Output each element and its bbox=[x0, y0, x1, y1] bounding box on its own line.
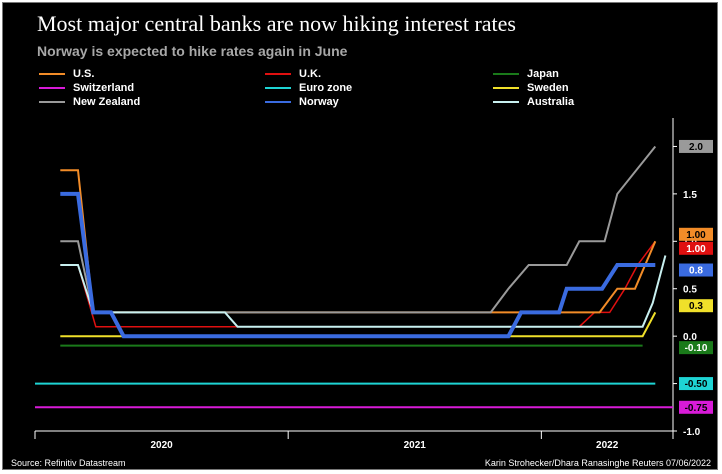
series-line-norway bbox=[60, 191, 656, 339]
legend-swatch bbox=[39, 73, 65, 75]
x-tick-label: 2021 bbox=[404, 440, 427, 451]
y-tick-label: 0.5 bbox=[683, 285, 697, 296]
legend-label: New Zealand bbox=[73, 96, 141, 108]
end-label-box-u-k bbox=[679, 241, 713, 255]
end-label-euro-zone: -0.50 bbox=[685, 379, 708, 390]
legend-swatch bbox=[493, 73, 519, 75]
series-line-u-k bbox=[60, 240, 656, 328]
legend-label: Australia bbox=[527, 96, 575, 108]
end-label-box-japan bbox=[679, 341, 713, 355]
end-label-box-switzerland bbox=[679, 400, 713, 414]
legend-label: Norway bbox=[299, 96, 339, 108]
legend-item-switzerland: Switzerland bbox=[39, 81, 134, 95]
legend-swatch bbox=[265, 73, 291, 75]
series-line-new-zealand bbox=[60, 145, 657, 314]
end-label-u-k: 1.00 bbox=[686, 244, 706, 255]
end-label-sweden: 0.3 bbox=[689, 301, 703, 312]
legend-item-norway: Norway bbox=[265, 95, 339, 109]
legend-label: Japan bbox=[527, 68, 559, 80]
source-note: Source: Refinitiv Datastream bbox=[11, 458, 126, 468]
end-label-box-u-s bbox=[679, 227, 713, 241]
legend-item-euro-zone: Euro zone bbox=[265, 81, 352, 95]
legend-swatch bbox=[265, 101, 291, 103]
end-label-japan: -0.10 bbox=[685, 343, 708, 354]
x-tick-label: 2022 bbox=[596, 440, 619, 451]
end-label-box-norway bbox=[679, 263, 713, 277]
legend-label: Euro zone bbox=[299, 82, 353, 94]
chart-title: Most major central banks are now hiking … bbox=[37, 11, 516, 36]
legend-label: U.K. bbox=[299, 68, 321, 80]
x-tick-label: 2020 bbox=[150, 440, 173, 451]
y-tick-label: -1.0 bbox=[683, 427, 701, 438]
legend-swatch bbox=[493, 87, 519, 89]
end-label-box-euro-zone bbox=[679, 377, 713, 391]
line-chart: 2.01.51.00.50.0-0.5-1.02020202120221.001… bbox=[34, 118, 713, 451]
series-line-sweden bbox=[60, 311, 657, 338]
legend-label: Switzerland bbox=[73, 82, 135, 94]
chart-frame: Most major central banks are now hiking … bbox=[2, 2, 718, 470]
legend-item-australia: Australia bbox=[493, 95, 574, 109]
legend-item-new-zealand: New Zealand bbox=[39, 95, 140, 109]
series-line-u-s bbox=[60, 169, 657, 314]
end-label-box-new-zealand bbox=[679, 139, 713, 153]
y-tick-label: 1.5 bbox=[683, 190, 697, 201]
legend-label: Sweden bbox=[527, 82, 569, 94]
legend-item-u-k: U.K. bbox=[265, 67, 321, 81]
end-label-u-s: 1.00 bbox=[686, 230, 706, 241]
end-label-norway: 0.8 bbox=[689, 266, 703, 277]
legend-item-sweden: Sweden bbox=[493, 81, 569, 95]
legend-swatch bbox=[39, 101, 65, 103]
legend-swatch bbox=[265, 87, 291, 89]
legend-item-japan: Japan bbox=[493, 67, 559, 81]
end-label-new-zealand: 2.0 bbox=[689, 142, 703, 153]
legend-item-u-s: U.S. bbox=[39, 67, 94, 81]
legend-swatch bbox=[493, 101, 519, 103]
credit-note: Karin Strohecker/Dhara Ranasinghe Reuter… bbox=[484, 458, 711, 468]
legend-swatch bbox=[39, 87, 65, 89]
end-label-box-sweden bbox=[679, 299, 713, 313]
y-tick-label: 0.0 bbox=[683, 332, 697, 343]
legend-label: U.S. bbox=[73, 68, 95, 80]
series-line-australia bbox=[60, 255, 667, 328]
end-label-switzerland: -0.75 bbox=[685, 403, 708, 414]
chart-subtitle: Norway is expected to hike rates again i… bbox=[37, 43, 348, 59]
